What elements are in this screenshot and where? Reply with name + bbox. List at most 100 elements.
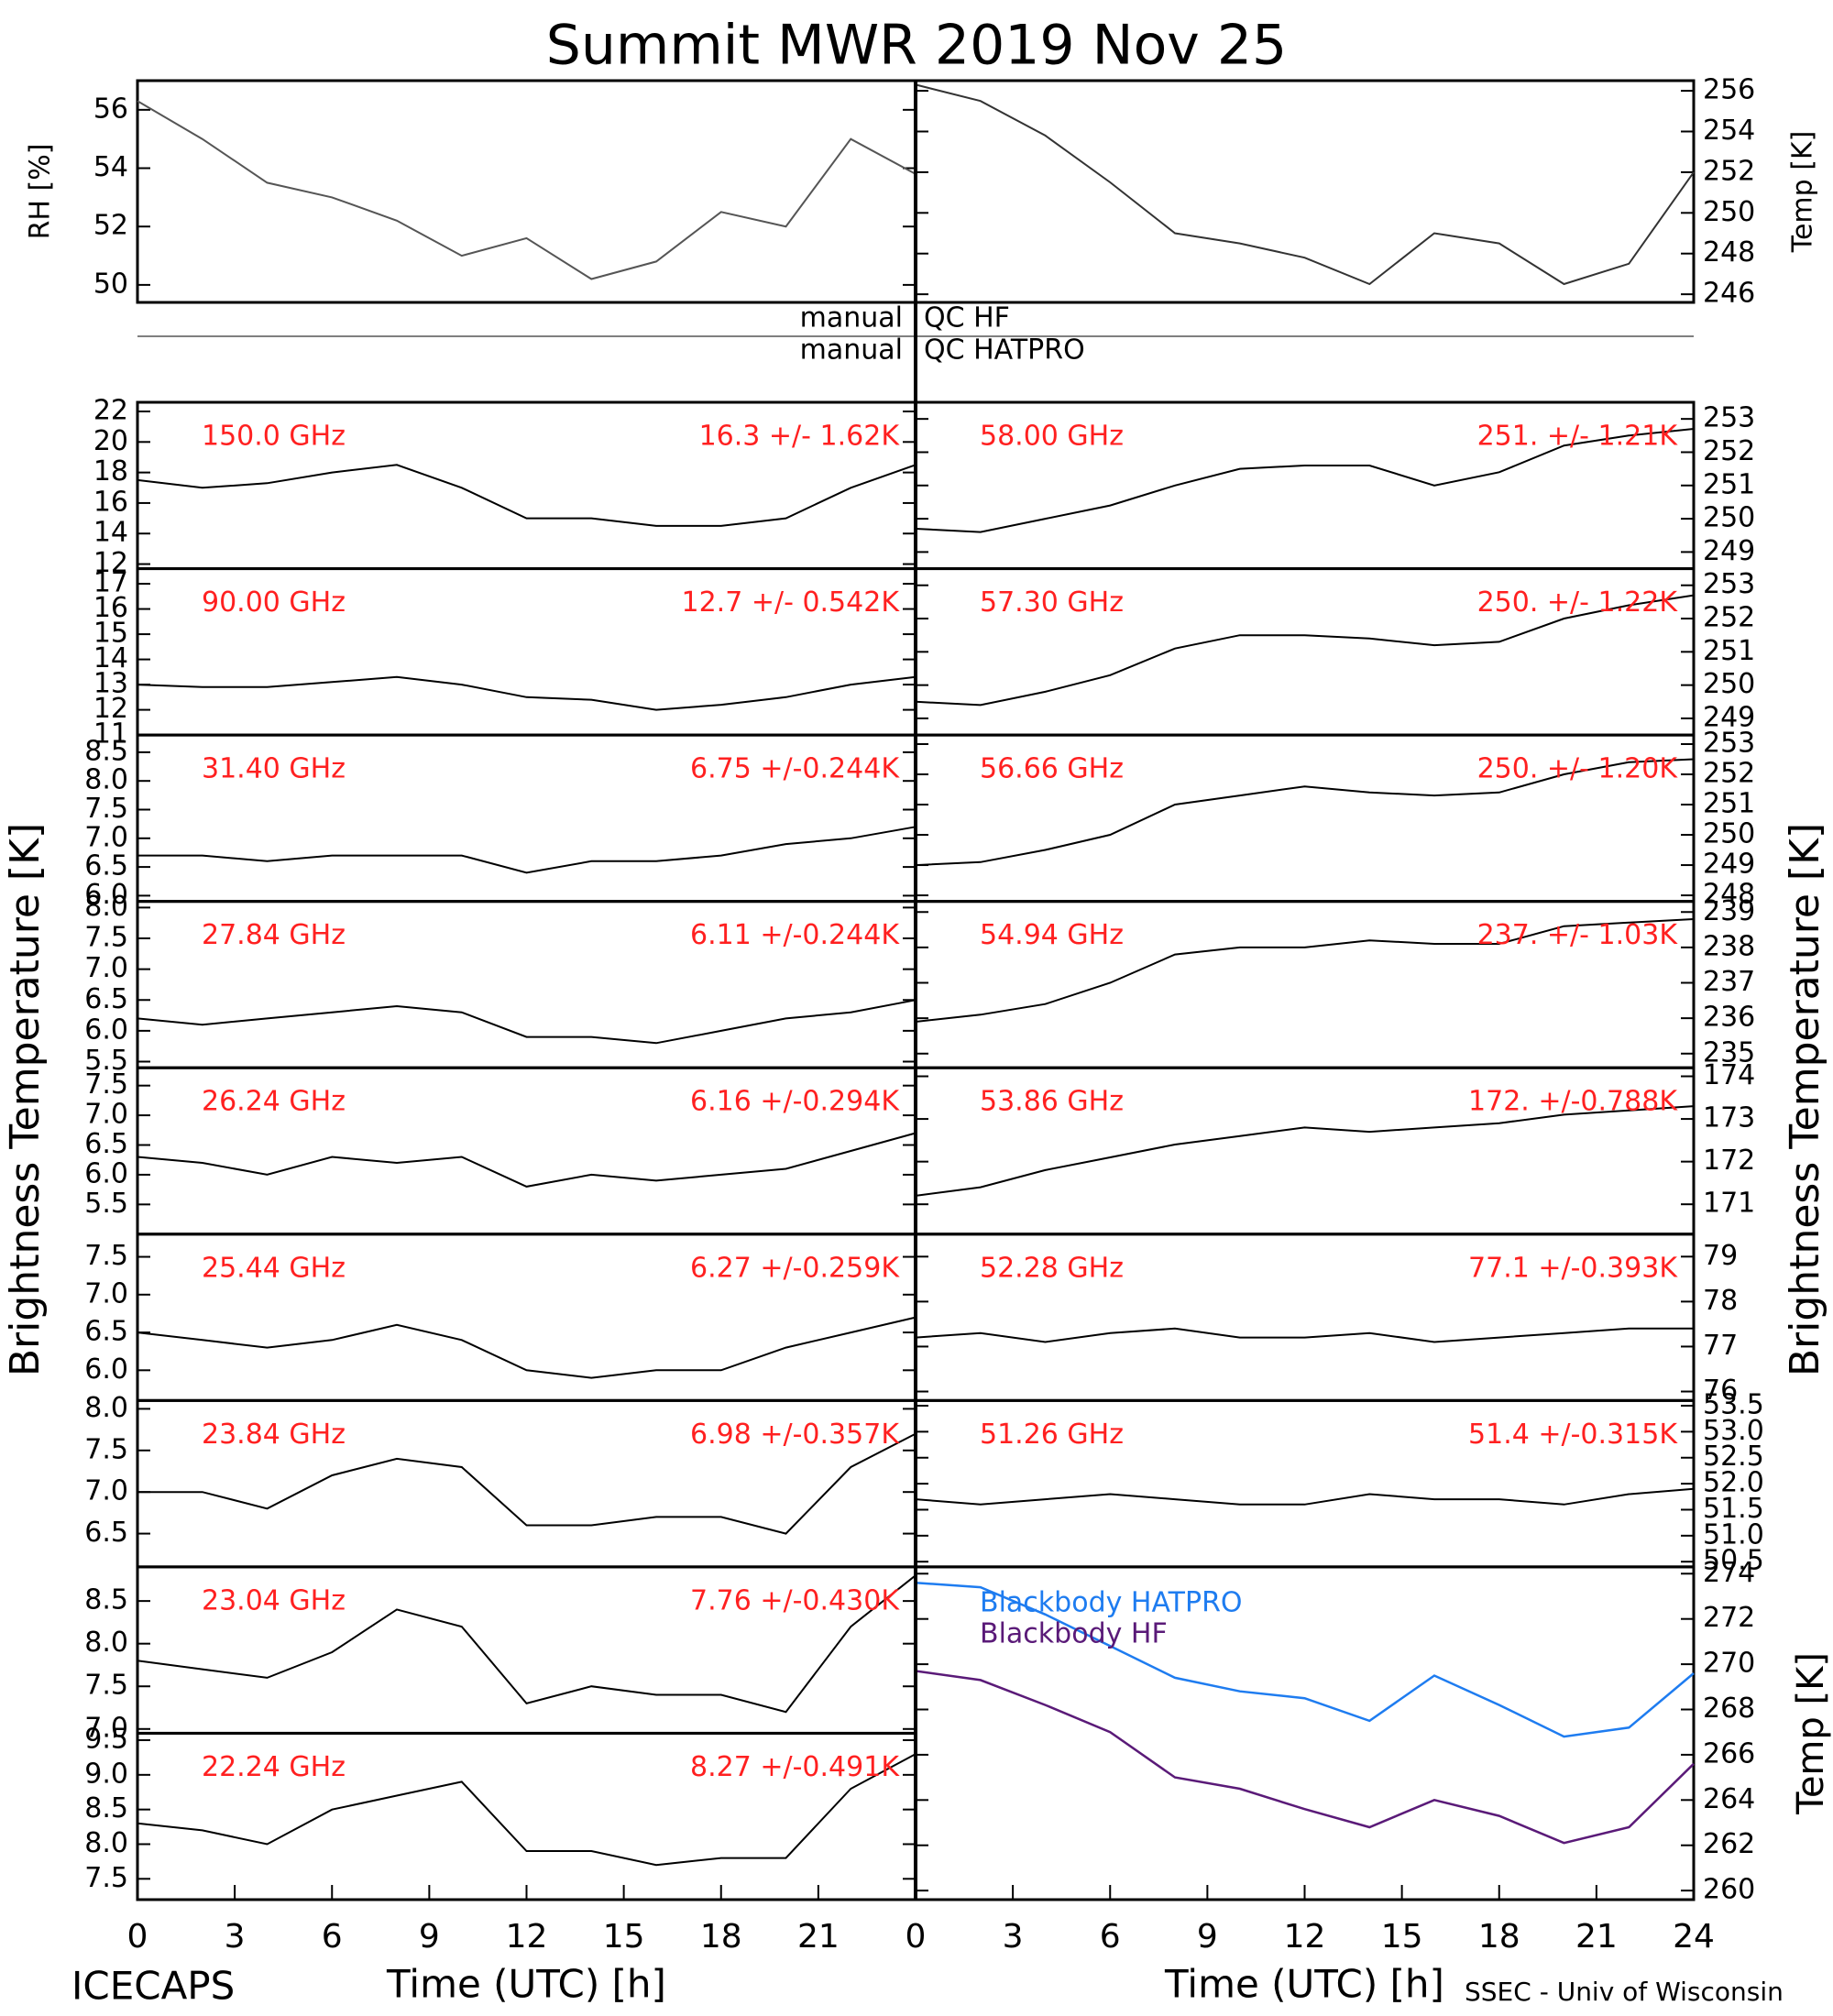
y-tick-label: 12 bbox=[93, 693, 128, 725]
x-tick-label: 0 bbox=[906, 1918, 927, 1956]
data-line bbox=[915, 918, 1695, 1023]
y-tick-label: 51.5 bbox=[1703, 1493, 1764, 1525]
channel-stats: 12.7 +/- 0.542K bbox=[682, 586, 901, 619]
y-tick-label: 8.0 bbox=[84, 891, 128, 923]
channel-stats: 7.76 +/-0.430K bbox=[690, 1584, 900, 1616]
y-tick-label: 15 bbox=[93, 618, 128, 650]
y-tick-label: 6.0 bbox=[84, 1157, 128, 1189]
channel-label: 54.94 GHz bbox=[980, 919, 1124, 951]
y-tick-label: 9.0 bbox=[84, 1758, 128, 1790]
y-tick-label: 50 bbox=[93, 268, 128, 300]
data-line bbox=[915, 83, 1695, 286]
y-tick-label: 236 bbox=[1703, 1002, 1755, 1034]
channel-label: 25.44 GHz bbox=[202, 1252, 346, 1284]
y-tick-label: 52.0 bbox=[1703, 1467, 1764, 1499]
y-tick-label: 252 bbox=[1703, 435, 1755, 467]
y-tick-label: 20 bbox=[93, 425, 128, 457]
y-tick-label: 251 bbox=[1703, 788, 1755, 820]
x-tick-label: 3 bbox=[1003, 1918, 1024, 1956]
y-tick-label: 76 bbox=[1703, 1375, 1738, 1407]
y-tick-label: 5.5 bbox=[84, 1045, 128, 1077]
y-tick-label: 8.0 bbox=[84, 1827, 128, 1859]
y-tick-label: 6.5 bbox=[84, 983, 128, 1015]
y-tick-label: 7.5 bbox=[84, 1068, 128, 1101]
channel-stats: 250. +/- 1.20K bbox=[1477, 753, 1679, 785]
data-line bbox=[915, 758, 1695, 867]
data-line bbox=[915, 1487, 1695, 1506]
data-line bbox=[137, 1753, 916, 1867]
y-axis-label: Temp [K] bbox=[1787, 131, 1819, 254]
y-tick-label: 7.5 bbox=[84, 1433, 128, 1465]
channel-label: 31.40 GHz bbox=[202, 753, 346, 785]
y-tick-label: 174 bbox=[1703, 1059, 1755, 1091]
data-line bbox=[137, 999, 916, 1045]
y-tick-label: 238 bbox=[1703, 930, 1755, 962]
y-tick-label: 77 bbox=[1703, 1330, 1738, 1362]
y-tick-label: 16 bbox=[93, 592, 128, 624]
y-tick-label: 250 bbox=[1703, 668, 1755, 700]
y-tick-label: 253 bbox=[1703, 402, 1755, 434]
x-tick-label: 6 bbox=[322, 1918, 343, 1956]
y-tick-label: 239 bbox=[1703, 895, 1755, 927]
qc-label: QC HF bbox=[924, 302, 1010, 334]
y-tick-label: 250 bbox=[1703, 196, 1755, 228]
y-tick-label: 253 bbox=[1703, 568, 1755, 600]
y-tick-label: 235 bbox=[1703, 1036, 1755, 1068]
channel-label: 56.66 GHz bbox=[980, 753, 1124, 785]
data-line bbox=[915, 1670, 1695, 1845]
y-tick-label: 252 bbox=[1703, 155, 1755, 187]
y-tick-label: 248 bbox=[1703, 879, 1755, 911]
y-tick-label: 256 bbox=[1703, 74, 1755, 106]
y-tick-label: 7.0 bbox=[84, 952, 128, 984]
channel-stats: 8.27 +/-0.491K bbox=[690, 1751, 900, 1783]
y-tick-label: 274 bbox=[1703, 1557, 1755, 1589]
channel-stats: 77.1 +/-0.393K bbox=[1468, 1252, 1678, 1284]
footer-left: ICECAPS bbox=[71, 1964, 235, 2009]
data-line bbox=[915, 1105, 1695, 1197]
y-tick-label: 251 bbox=[1703, 468, 1755, 500]
x-tick-label: 9 bbox=[1197, 1918, 1218, 1956]
x-tick-label: 21 bbox=[1575, 1918, 1618, 1956]
y-tick-label: 7.5 bbox=[84, 922, 128, 954]
y-tick-label: 51.0 bbox=[1703, 1518, 1764, 1550]
y-tick-label: 7.5 bbox=[84, 793, 128, 825]
x-tick-label: 18 bbox=[1478, 1918, 1520, 1956]
y-tick-label: 262 bbox=[1703, 1828, 1755, 1860]
y-tick-label: 8.5 bbox=[84, 1792, 128, 1824]
x-tick-label: 21 bbox=[797, 1918, 840, 1956]
data-line bbox=[137, 1316, 916, 1379]
channel-label: 90.00 GHz bbox=[202, 586, 346, 619]
channel-label: 150.0 GHz bbox=[202, 421, 346, 453]
y-tick-label: 5.5 bbox=[84, 1188, 128, 1220]
data-line bbox=[137, 464, 916, 527]
x-axis-label: Time (UTC) [h] bbox=[1164, 1962, 1444, 2007]
qc-label: manual bbox=[800, 302, 903, 334]
y-tick-label: 7.0 bbox=[84, 1712, 128, 1744]
y-tick-label: 53.0 bbox=[1703, 1415, 1764, 1447]
y-tick-label: 254 bbox=[1703, 115, 1755, 147]
channel-label: 23.04 GHz bbox=[202, 1584, 346, 1616]
y-tick-label: 6.0 bbox=[84, 1353, 128, 1386]
title: Summit MWR 2019 Nov 25 bbox=[546, 14, 1287, 78]
x-tick-label: 0 bbox=[127, 1918, 148, 1956]
y-tick-label: 79 bbox=[1703, 1240, 1738, 1272]
y-tick-label: 264 bbox=[1703, 1783, 1755, 1815]
footer-right: SSEC - Univ of Wisconsin bbox=[1465, 1977, 1784, 2007]
channel-stats: 6.11 +/-0.244K bbox=[690, 919, 900, 951]
y-axis-label: Brightness Temperature [K] bbox=[2, 823, 49, 1376]
channel-stats: 51.4 +/-0.315K bbox=[1468, 1419, 1678, 1451]
x-tick-label: 12 bbox=[506, 1918, 548, 1956]
y-tick-label: 52.5 bbox=[1703, 1441, 1764, 1473]
y-tick-label: 9.5 bbox=[84, 1724, 128, 1756]
channel-label: 26.24 GHz bbox=[202, 1086, 346, 1118]
y-tick-label: 272 bbox=[1703, 1602, 1755, 1634]
channel-label: 22.24 GHz bbox=[202, 1751, 346, 1783]
channel-label: 57.30 GHz bbox=[980, 586, 1124, 619]
y-tick-label: 14 bbox=[93, 642, 128, 674]
y-tick-label: 56 bbox=[93, 93, 128, 125]
data-line bbox=[137, 675, 916, 711]
y-tick-label: 249 bbox=[1703, 701, 1755, 733]
x-tick-label: 3 bbox=[225, 1918, 246, 1956]
